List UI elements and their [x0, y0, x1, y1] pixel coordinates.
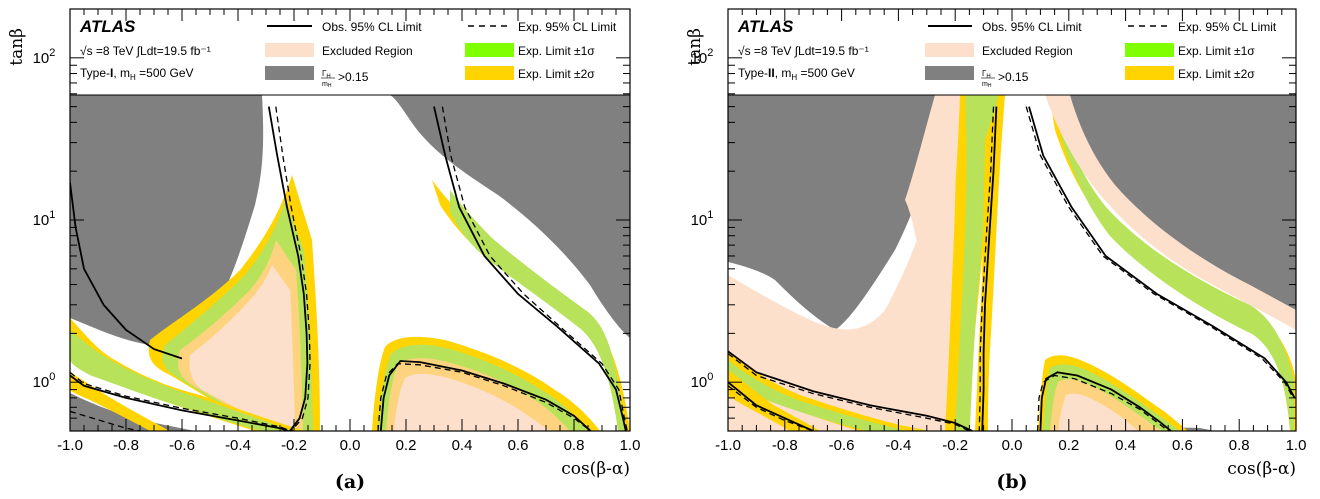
band-1sigma-right-upper: [1058, 110, 1294, 431]
panel-a-model: Type-I, mH =500 GeV: [80, 66, 194, 82]
excluded-right-lower-core: [1058, 393, 1138, 431]
panel-a-ticks: -1.0 -0.8 -0.6 -0.4 -0.2 0.0 0.2 0.4 0.6 0.8 1.0 10…: [33, 8, 641, 454]
observed-limit-curve: [267, 106, 309, 431]
panel-a-ylabel: tanβ: [7, 28, 27, 66]
panel-b-label: (b): [996, 471, 1027, 493]
panel-a-legend-excluded: Excluded Region: [322, 44, 413, 58]
band-mid-2sigma: [975, 95, 1005, 431]
expected-limit-curve: [377, 363, 592, 431]
observed-limit-curve: [433, 106, 627, 431]
expected-limit-curve: [1025, 106, 1294, 399]
panel-b-legend-width: >0.15: [998, 70, 1029, 84]
x-tick-label: 0.2: [1058, 437, 1079, 454]
excluded-left-core: [189, 265, 295, 431]
panel-a-legend-2sigma: Exp. Limit ±2σ: [518, 67, 595, 81]
x-tick-label: -0.2: [281, 437, 307, 454]
y-tick-label: 101: [33, 209, 56, 229]
expected-limit-curve: [1036, 374, 1169, 431]
panel-b-legend-1sigma-swatch: [1125, 43, 1174, 57]
observed-limit-curve: [981, 106, 998, 431]
y-tick-label: 100: [33, 371, 56, 391]
panel-a-experiment: ATLAS: [79, 17, 136, 36]
y-tick-label: 100: [691, 371, 714, 391]
band-1sigma-lower-left: [70, 330, 292, 431]
panel-b-legend-2sigma: Exp. Limit ±2σ: [1178, 67, 1255, 81]
x-tick-label: -0.4: [225, 437, 251, 454]
x-tick-label: 1.0: [1286, 437, 1307, 454]
observed-limit-curve: [1039, 371, 1172, 431]
x-tick-label: -0.2: [942, 437, 968, 454]
expected-limit-curve: [441, 106, 628, 431]
band-1sigma-right-upper: [450, 190, 625, 431]
observed-limit-curve: [728, 381, 814, 431]
width-region-left: [728, 95, 940, 330]
panel-b-legend-excluded: Excluded Region: [982, 44, 1073, 58]
observed-limit-curve: [1028, 106, 1296, 399]
x-tick-label: 0.4: [452, 437, 473, 454]
panel-b-legend-2sigma-swatch: [1125, 66, 1174, 80]
panel-b-legend-obs: Obs. 95% CL Limit: [982, 20, 1082, 34]
x-tick-label: 0.6: [508, 437, 529, 454]
panel-b-legend-excluded-swatch: [925, 43, 974, 57]
x-tick-label: 0.6: [1172, 437, 1193, 454]
panel-b-ticks: -1.0 -0.8 -0.6 -0.4 -0.2 0.0 0.2 0.4 0.6 0.8 1.0 10…: [691, 8, 1307, 454]
panel-a-legend-excluded-swatch: [265, 43, 314, 57]
excluded-right-light: [1045, 95, 1296, 330]
panel-a-legend-2sigma-swatch: [465, 66, 514, 80]
x-tick-label: -0.8: [772, 437, 798, 454]
panel-b-ylabel: tanβ: [685, 28, 705, 66]
excluded-right-lower-core: [394, 373, 550, 431]
width-region-bottom-left: [70, 393, 195, 431]
panel-a-legend-1sigma: Exp. Limit ±1σ: [518, 44, 595, 58]
x-tick-label: 0.0: [340, 437, 361, 454]
y-tick-label: 102: [691, 47, 714, 67]
panel-b: ATLAS √s =8 TeV ∫Ldt=19.5 fb⁻¹ Type-II, …: [685, 8, 1307, 493]
observed-limit-curve: [379, 360, 592, 431]
width-region-right: [390, 95, 630, 338]
x-tick-label: 0.8: [564, 437, 585, 454]
panel-a-legend-box: [69, 8, 631, 96]
panel-b-legend-width-den: mH: [982, 81, 992, 89]
x-tick-label: -0.6: [169, 437, 195, 454]
panel-b-legend-exp: Exp. 95% CL Limit: [1178, 20, 1277, 34]
x-tick-label: -1.0: [715, 437, 741, 454]
panel-a-label: (a): [335, 471, 365, 493]
panel-a-legend-1sigma-swatch: [465, 43, 514, 57]
panel-b-legend-1sigma: Exp. Limit ±1σ: [1178, 44, 1255, 58]
panel-a-legend-obs: Obs. 95% CL Limit: [322, 20, 422, 34]
panel-a-legend-width-swatch: [265, 66, 314, 80]
excluded-left-light: [905, 95, 960, 431]
panel-b-legend-width-swatch: [925, 66, 974, 80]
panel-a: ATLAS √s =8 TeV ∫Ldt=19.5 fb⁻¹ Type-I, m…: [7, 8, 641, 493]
panel-b-legend-width-frac: ΓH: [982, 69, 991, 80]
x-tick-label: 0.0: [1002, 437, 1023, 454]
x-tick-label: -0.4: [885, 437, 911, 454]
panel-a-legend-width-den: mH: [322, 81, 332, 89]
x-tick-label: 0.4: [1115, 437, 1136, 454]
panel-a-xlabel: cos(β-α): [561, 459, 630, 479]
expected-limit-curve: [978, 106, 995, 431]
y-tick-label: 101: [691, 209, 714, 229]
width-region-left: [70, 95, 264, 347]
band-1sigma-lower-left: [728, 360, 905, 431]
panel-a-legend-width-frac: ΓH: [322, 69, 331, 80]
panel-b-model: Type-II, mH =500 GeV: [738, 66, 855, 82]
x-tick-label: 0.2: [396, 437, 417, 454]
x-tick-label: -1.0: [57, 437, 83, 454]
x-tick-label: 1.0: [620, 437, 641, 454]
x-tick-label: 0.8: [1229, 437, 1250, 454]
panel-a-legend-width: >0.15: [338, 70, 369, 84]
expected-limit-curve: [275, 106, 311, 431]
x-tick-label: -0.6: [829, 437, 855, 454]
panel-a-legend-exp: Exp. 95% CL Limit: [518, 20, 617, 34]
panel-b-experiment: ATLAS: [737, 17, 794, 36]
y-tick-label: 102: [33, 47, 56, 67]
panel-b-energy: √s =8 TeV ∫Ldt=19.5 fb⁻¹: [738, 44, 869, 58]
width-region-right: [1052, 95, 1296, 330]
x-tick-label: -0.8: [113, 437, 139, 454]
panel-a-energy: √s =8 TeV ∫Ldt=19.5 fb⁻¹: [80, 44, 211, 58]
panel-b-xlabel: cos(β-α): [1227, 459, 1296, 479]
